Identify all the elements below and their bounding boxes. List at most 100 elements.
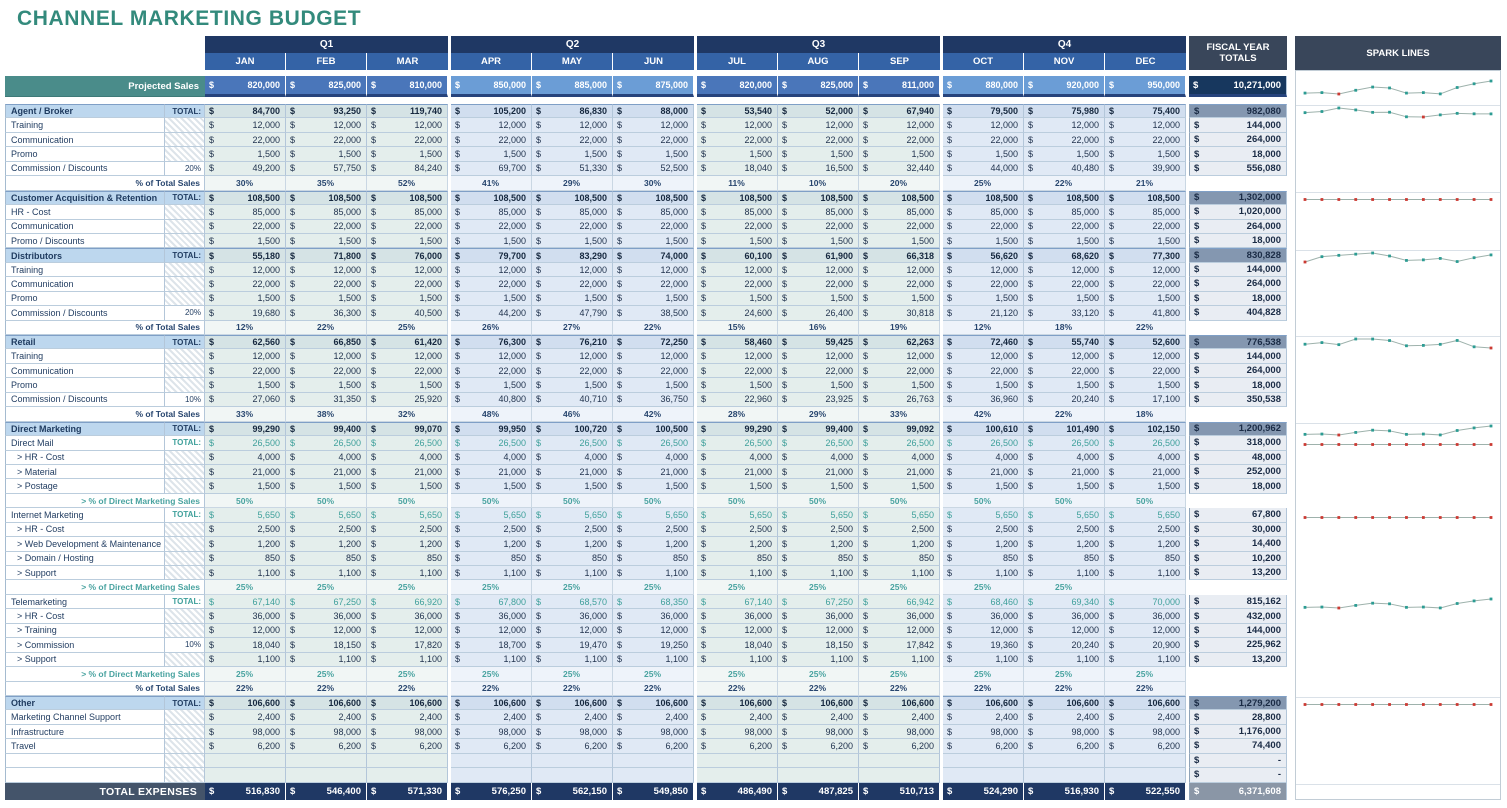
cell[interactable]: $18,150 xyxy=(778,638,859,653)
cell[interactable]: $2,400 xyxy=(286,710,367,725)
cell[interactable]: $1,200 xyxy=(1105,537,1186,552)
cell[interactable] xyxy=(1024,753,1105,769)
cell[interactable]: $26,500 xyxy=(613,436,694,451)
cell[interactable]: $12,000 xyxy=(778,349,859,364)
cell[interactable]: $1,500 xyxy=(943,479,1024,494)
cell[interactable] xyxy=(286,753,367,769)
fiscal-total-cell[interactable]: $74,400 xyxy=(1189,739,1287,754)
cell[interactable]: $1,500 xyxy=(943,233,1024,249)
cell[interactable]: 25% xyxy=(778,580,859,595)
cell[interactable] xyxy=(697,768,778,783)
quarter-header[interactable]: Q3 xyxy=(697,36,940,53)
cell[interactable]: $36,000 xyxy=(697,609,778,624)
cell[interactable]: $12,000 xyxy=(613,262,694,278)
cell[interactable]: $1,500 xyxy=(532,233,613,249)
fiscal-total-cell[interactable]: $ - xyxy=(1189,753,1287,769)
row-label[interactable]: Communication xyxy=(5,219,165,234)
cell[interactable]: $4,000 xyxy=(613,450,694,465)
cell[interactable]: $12,000 xyxy=(205,623,286,639)
fiscal-total-cell[interactable]: $776,538 xyxy=(1189,335,1287,350)
row-label[interactable]: Agent / Broker xyxy=(5,104,165,119)
row-label[interactable]: > Web Development & Maintenance xyxy=(5,537,165,552)
cell[interactable]: $108,500 xyxy=(532,190,613,206)
cell[interactable]: $2,500 xyxy=(943,522,1024,538)
cell[interactable]: $950,000 xyxy=(1105,76,1186,97)
cell[interactable]: $69,340 xyxy=(1024,594,1105,610)
cell[interactable]: $1,500 xyxy=(859,479,940,494)
cell[interactable] xyxy=(1105,753,1186,769)
cell[interactable]: $825,000 xyxy=(778,76,859,97)
fiscal-total-cell[interactable]: $48,000 xyxy=(1189,450,1287,465)
cell[interactable]: $106,600 xyxy=(367,695,448,711)
cell[interactable]: $1,500 xyxy=(205,378,286,393)
cell[interactable]: $106,600 xyxy=(613,695,694,711)
cell[interactable]: 22% xyxy=(613,320,694,335)
cell[interactable]: $1,500 xyxy=(286,233,367,249)
cell[interactable]: $22,000 xyxy=(778,219,859,234)
cell[interactable]: 22% xyxy=(286,320,367,335)
cell[interactable]: $62,263 xyxy=(859,335,940,350)
cell[interactable]: $22,000 xyxy=(451,277,532,292)
cell[interactable]: $4,000 xyxy=(286,450,367,465)
cell[interactable]: $850 xyxy=(205,551,286,566)
fiscal-total-cell[interactable]: $1,279,200 xyxy=(1189,695,1287,711)
cell[interactable]: $1,500 xyxy=(451,291,532,307)
cell[interactable]: $22,000 xyxy=(613,277,694,292)
cell[interactable]: $12,000 xyxy=(778,623,859,639)
month-header-sep[interactable]: SEP xyxy=(859,53,940,70)
cell[interactable]: $84,700 xyxy=(205,104,286,119)
quarter-header[interactable]: Q1 xyxy=(205,36,448,53)
cell[interactable]: 25% xyxy=(613,667,694,682)
cell[interactable]: 25% xyxy=(205,580,286,595)
cell[interactable]: 25% xyxy=(943,176,1024,191)
cell[interactable]: $22,000 xyxy=(367,363,448,379)
cell[interactable]: $52,600 xyxy=(1105,335,1186,350)
cell[interactable]: $1,100 xyxy=(286,566,367,581)
cell[interactable]: $1,500 xyxy=(859,378,940,393)
cell[interactable]: $4,000 xyxy=(205,450,286,465)
cell[interactable]: $12,000 xyxy=(205,262,286,278)
cell[interactable]: $12,000 xyxy=(1024,349,1105,364)
cell[interactable]: $22,000 xyxy=(943,277,1024,292)
cell[interactable]: $546,400 xyxy=(286,783,367,801)
month-header-feb[interactable]: FEB xyxy=(286,53,367,70)
month-header-mar[interactable]: MAR xyxy=(367,53,448,70)
row-label[interactable]: Promo xyxy=(5,378,165,393)
cell[interactable]: $108,500 xyxy=(613,190,694,206)
row-label[interactable]: Retail xyxy=(5,335,165,350)
cell[interactable]: $21,000 xyxy=(205,464,286,480)
cell[interactable] xyxy=(532,768,613,783)
cell[interactable]: $20,240 xyxy=(1024,392,1105,408)
cell[interactable]: $98,000 xyxy=(1024,724,1105,740)
cell[interactable]: $27,060 xyxy=(205,392,286,408)
cell[interactable]: $1,100 xyxy=(451,566,532,581)
cell[interactable]: 52% xyxy=(367,176,448,191)
cell[interactable]: $22,000 xyxy=(1105,363,1186,379)
cell[interactable]: $2,400 xyxy=(1105,710,1186,725)
row-label[interactable]: Communication xyxy=(5,132,165,148)
cell[interactable]: $1,500 xyxy=(286,147,367,162)
cell[interactable]: $85,000 xyxy=(859,205,940,220)
cell[interactable]: $106,600 xyxy=(286,695,367,711)
cell[interactable]: $85,000 xyxy=(1105,205,1186,220)
cell[interactable]: $22,000 xyxy=(286,277,367,292)
cell[interactable]: $1,200 xyxy=(697,537,778,552)
cell[interactable]: 50% xyxy=(451,493,532,509)
cell[interactable]: 22% xyxy=(613,681,694,696)
cell[interactable]: $105,200 xyxy=(451,104,532,119)
cell[interactable]: $16,500 xyxy=(778,161,859,177)
cell[interactable]: $59,425 xyxy=(778,335,859,350)
cell[interactable]: 50% xyxy=(778,493,859,509)
cell[interactable] xyxy=(1024,768,1105,783)
cell[interactable]: $1,500 xyxy=(1024,378,1105,393)
cell[interactable]: $19,360 xyxy=(943,638,1024,653)
cell[interactable]: $1,500 xyxy=(367,147,448,162)
cell[interactable]: $21,000 xyxy=(859,464,940,480)
cell[interactable]: $6,200 xyxy=(205,739,286,754)
cell[interactable]: $106,600 xyxy=(451,695,532,711)
cell[interactable]: $2,400 xyxy=(532,710,613,725)
cell[interactable]: $17,842 xyxy=(859,638,940,653)
cell[interactable]: $106,600 xyxy=(1024,695,1105,711)
cell[interactable]: $6,200 xyxy=(451,739,532,754)
cell[interactable]: $12,000 xyxy=(859,262,940,278)
